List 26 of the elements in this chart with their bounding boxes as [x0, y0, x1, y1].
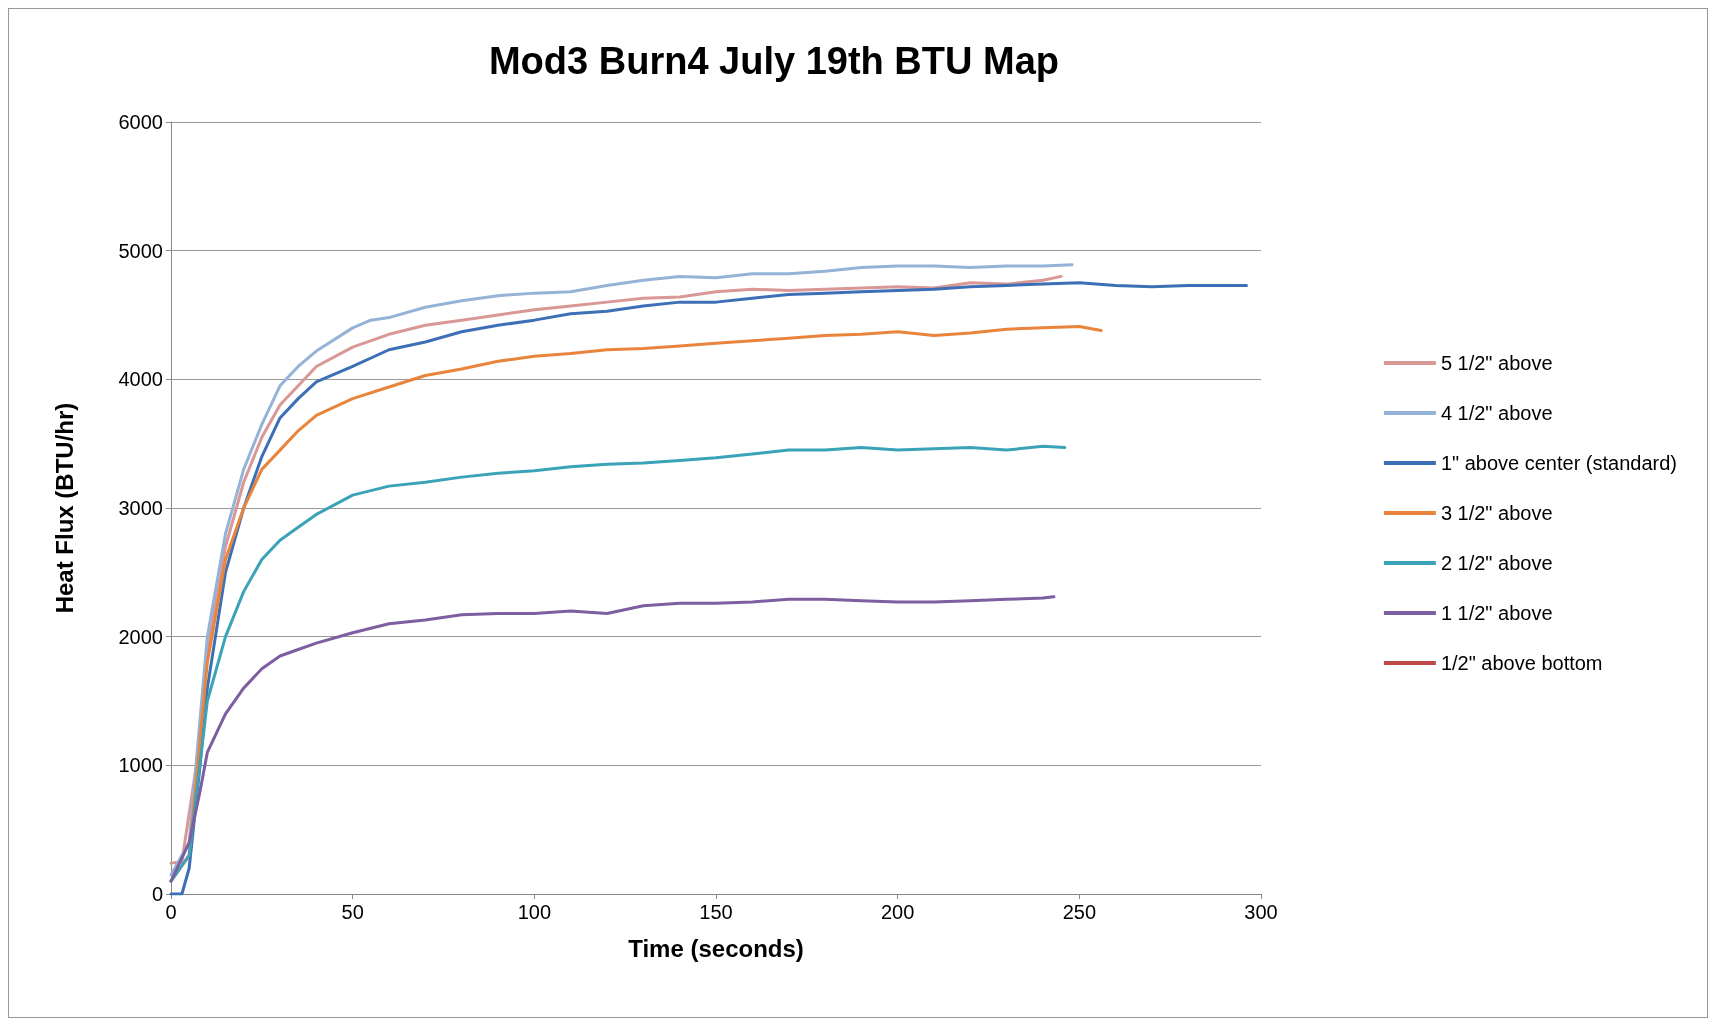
- y-tick-label: 2000: [118, 625, 163, 648]
- x-axis-title: Time (seconds): [628, 934, 804, 962]
- legend-label: 1 1/2" above: [1440, 602, 1553, 624]
- x-tick-label: 250: [1062, 901, 1097, 923]
- x-tick-label: 150: [699, 901, 733, 923]
- y-tick-label: 6000: [118, 111, 163, 133]
- y-tick-label: 0: [151, 883, 163, 905]
- line-series: [169, 444, 1067, 883]
- legend-label: 2 1/2" above: [1440, 552, 1553, 574]
- chart-title: Mod3 Burn4 July 19th BTU Map: [488, 40, 1060, 82]
- legend-label: 4 1/2" above: [1440, 402, 1553, 424]
- y-tick-label: 3000: [118, 497, 163, 519]
- legend-label: 3 1/2" above: [1440, 502, 1553, 524]
- x-tick-label: 0: [165, 901, 177, 923]
- x-tick-label: 300: [1244, 901, 1278, 923]
- legend-label: 5 1/2" above: [1440, 352, 1553, 374]
- x-tick-label: 100: [517, 901, 552, 923]
- y-tick-label: 4000: [118, 368, 163, 391]
- y-tick-label: 1000: [118, 754, 163, 777]
- x-tick-label: 200: [880, 901, 915, 923]
- legend-label: 1" above center (standard): [1440, 452, 1677, 474]
- x-tick-label: 50: [341, 901, 364, 923]
- line-series: [169, 595, 1056, 883]
- legend-label: 1/2" above bottom: [1440, 652, 1603, 674]
- y-axis-title: Heat Flux (BTU/hr): [50, 402, 78, 614]
- y-tick-label: 5000: [118, 239, 163, 262]
